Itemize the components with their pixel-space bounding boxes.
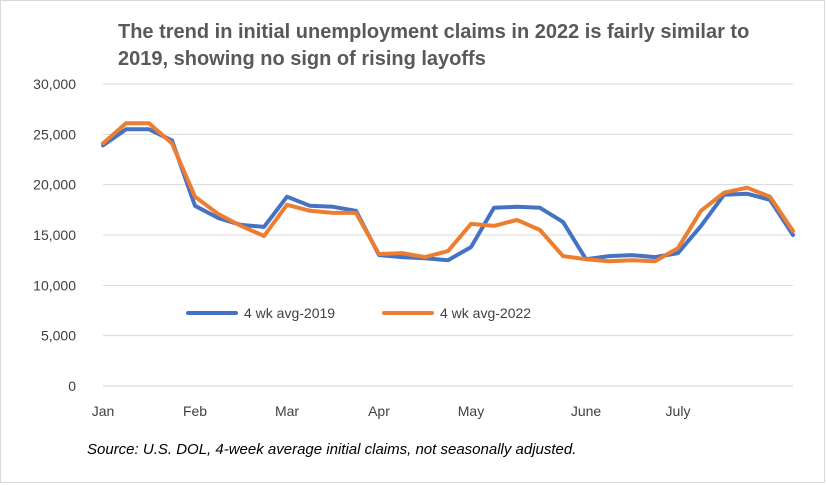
y-tick-label: 15,000 (33, 227, 76, 243)
chart-title: The trend in initial unemployment claims… (118, 21, 750, 70)
x-axis-ticks: Jan Feb Mar Apr May June July (92, 403, 691, 419)
legend-label-2: 4 wk avg-2022 (440, 305, 531, 321)
gridlines (103, 83, 793, 387)
x-tick-label: Apr (368, 403, 390, 419)
y-tick-label: 30,000 (33, 76, 76, 92)
y-tick-label: 20,000 (33, 177, 76, 193)
x-tick-label: June (571, 403, 602, 419)
y-tick-label: 5,000 (41, 328, 76, 344)
source-note: Source: U.S. DOL, 4-week average initial… (87, 441, 577, 458)
series-line-2 (101, 121, 795, 264)
y-tick-label: 25,000 (33, 126, 76, 142)
legend-label-1: 4 wk avg-2019 (244, 305, 335, 321)
y-axis-ticks: 0 5,000 10,000 15,000 20,000 25,000 30,000 (33, 76, 76, 394)
x-tick-label: Jan (92, 403, 115, 419)
y-tick-label: 10,000 (33, 277, 76, 293)
x-tick-label: Mar (275, 403, 299, 419)
x-tick-label: July (666, 403, 691, 419)
legend: 4 wk avg-2019 4 wk avg-2022 (186, 305, 531, 321)
x-tick-label: May (458, 403, 484, 419)
series-line-1 (101, 127, 795, 263)
y-tick-label: 0 (68, 378, 76, 394)
x-tick-label: Feb (183, 403, 207, 419)
series-lines (101, 121, 795, 264)
